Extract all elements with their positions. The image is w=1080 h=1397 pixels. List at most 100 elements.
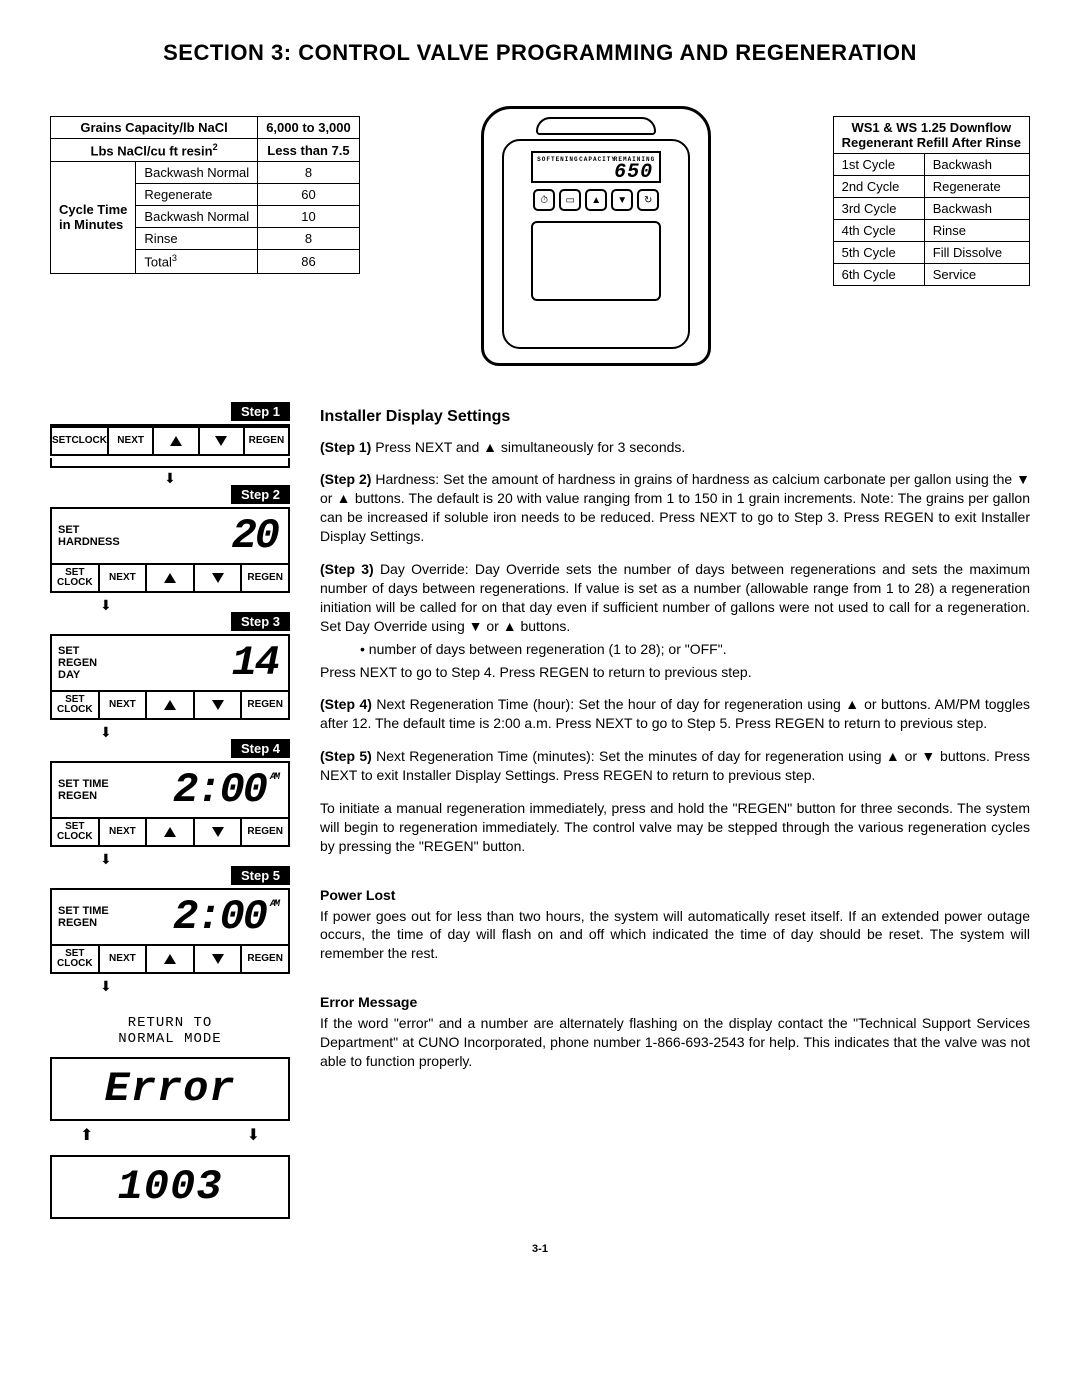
step3-text: Day Override: Day Override sets the numb… bbox=[320, 561, 1030, 634]
section-title: SECTION 3: CONTROL VALVE PROGRAMMING AND… bbox=[50, 40, 1030, 66]
step-buttons: SETCLOCKNEXT REGEN bbox=[52, 563, 288, 591]
step-tag: Step 2 bbox=[231, 485, 290, 504]
ct-2n: Backwash bbox=[924, 198, 1029, 220]
spec-r2c2: Less than 7.5 bbox=[258, 139, 360, 162]
ct-0n: Backwash bbox=[924, 154, 1029, 176]
step4-label: (Step 4) bbox=[320, 696, 372, 712]
btn-set-clock[interactable]: SETCLOCK bbox=[52, 692, 100, 718]
cycle-name-4-sup: 3 bbox=[172, 253, 177, 263]
installer-heading: Installer Display Settings bbox=[320, 406, 1030, 428]
btn-up[interactable] bbox=[147, 565, 195, 591]
step-lcd: SET TIMEREGEN2:00AM bbox=[52, 763, 288, 817]
return-text: RETURN TONORMAL MODE bbox=[50, 1015, 290, 1047]
step-lcd: SET TIMEREGEN2:00AM bbox=[52, 890, 288, 944]
step2-text: Hardness: Set the amount of hardness in … bbox=[320, 471, 1030, 544]
step-buttons: SETCLOCKNEXT REGEN bbox=[52, 690, 288, 718]
up-icon bbox=[170, 436, 182, 446]
rowgroup-l2: in Minutes bbox=[59, 217, 123, 232]
error-display: Error bbox=[50, 1057, 290, 1121]
ct-2c: 3rd Cycle bbox=[833, 198, 924, 220]
step-tag: Step 3 bbox=[231, 612, 290, 631]
cycle-name-1: Regenerate bbox=[136, 184, 258, 206]
ct-3c: 4th Cycle bbox=[833, 220, 924, 242]
btn-up[interactable] bbox=[147, 819, 195, 845]
ct-3n: Rinse bbox=[924, 220, 1029, 242]
btn-regen[interactable]: REGEN bbox=[245, 428, 288, 454]
power-lost-heading: Power Lost bbox=[320, 887, 395, 903]
cycle-name-4-txt: Total bbox=[144, 255, 171, 270]
ct-1c: 2nd Cycle bbox=[833, 176, 924, 198]
spec-r2c1: Lbs NaCl/cu ft resin2 bbox=[51, 139, 258, 162]
btn-set-clock[interactable]: SETCLOCK bbox=[52, 946, 100, 972]
step-lcd: SETREGENDAY14 bbox=[52, 636, 288, 690]
btn-down[interactable] bbox=[195, 565, 243, 591]
instructions-column: Installer Display Settings (Step 1) Pres… bbox=[320, 406, 1030, 1085]
btn-next[interactable]: NEXT bbox=[109, 428, 154, 454]
cycle-hdr-l2: Regenerant Refill After Rinse bbox=[842, 135, 1021, 150]
spec-r2c1-txt: Lbs NaCl/cu ft resin bbox=[91, 143, 213, 158]
step5-text: Next Regeneration Time (minutes): Set th… bbox=[320, 748, 1030, 783]
step3-after: Press NEXT to go to Step 4. Press REGEN … bbox=[320, 663, 1030, 682]
btn-next[interactable]: NEXT bbox=[100, 819, 148, 845]
btn-regen[interactable]: REGEN bbox=[242, 819, 288, 845]
lcd-softening: SOFTENING bbox=[537, 156, 578, 163]
btn-next[interactable]: NEXT bbox=[100, 946, 148, 972]
cycle-val-0: 8 bbox=[258, 162, 360, 184]
device-top bbox=[536, 117, 656, 135]
page-number: 3-1 bbox=[50, 1243, 1030, 1255]
down-icon bbox=[215, 436, 227, 446]
spec-r1c1: Grains Capacity/lb NaCl bbox=[51, 117, 258, 139]
error-code-display: 1003 bbox=[50, 1155, 290, 1219]
cycle-name-4: Total3 bbox=[136, 250, 258, 273]
cycle-table: WS1 & WS 1.25 Downflow Regenerant Refill… bbox=[833, 116, 1030, 286]
btn-next[interactable]: NEXT bbox=[100, 565, 148, 591]
btn-up[interactable] bbox=[147, 946, 195, 972]
btn-up[interactable] bbox=[154, 428, 199, 454]
steps-column: Step 1 SETCLOCK NEXT REGEN ⬇ Step 2SETHA… bbox=[50, 406, 290, 1223]
btn-down[interactable] bbox=[200, 428, 245, 454]
btn-set-clock[interactable]: SETCLOCK bbox=[52, 565, 100, 591]
step1-text: Press NEXT and ▲ simultaneously for 3 se… bbox=[371, 439, 685, 455]
btn-set-clock[interactable]: SETCLOCK bbox=[52, 428, 109, 454]
device-btn-next[interactable]: ▭ bbox=[559, 189, 581, 211]
device-btn-regen[interactable]: ↻ bbox=[637, 189, 659, 211]
rowgroup-l1: Cycle Time bbox=[59, 202, 127, 217]
error-arrows: ⬆⬇ bbox=[50, 1125, 290, 1145]
lcd-value: 650 bbox=[539, 161, 653, 184]
device-btn-up[interactable]: ▲ bbox=[585, 189, 607, 211]
btn-up[interactable] bbox=[147, 692, 195, 718]
step1-buttons: SETCLOCK NEXT REGEN bbox=[52, 426, 288, 454]
device-btn-clock[interactable]: ⏱ bbox=[533, 189, 555, 211]
cycle-name-0: Backwash Normal bbox=[136, 162, 258, 184]
step3-bullet: • number of days between regeneration (1… bbox=[360, 640, 1030, 659]
top-row: Grains Capacity/lb NaCl 6,000 to 3,000 L… bbox=[50, 116, 1030, 366]
step5-label: (Step 5) bbox=[320, 748, 372, 764]
error-msg-heading: Error Message bbox=[320, 994, 417, 1010]
btn-down[interactable] bbox=[195, 819, 243, 845]
btn-regen[interactable]: REGEN bbox=[242, 692, 288, 718]
step2-label: (Step 2) bbox=[320, 471, 371, 487]
cycle-table-header: WS1 & WS 1.25 Downflow Regenerant Refill… bbox=[833, 117, 1029, 154]
error-msg-text: If the word "error" and a number are alt… bbox=[320, 1014, 1030, 1071]
cycle-val-4: 86 bbox=[258, 250, 360, 273]
step3-label: (Step 3) bbox=[320, 561, 374, 577]
btn-regen[interactable]: REGEN bbox=[242, 946, 288, 972]
lcd-remaining: REMAINING bbox=[614, 156, 655, 163]
btn-down[interactable] bbox=[195, 692, 243, 718]
btn-down[interactable] bbox=[195, 946, 243, 972]
ct-4c: 5th Cycle bbox=[833, 242, 924, 264]
ct-5c: 6th Cycle bbox=[833, 264, 924, 286]
device-btn-down[interactable]: ▼ bbox=[611, 189, 633, 211]
lcd-capacity: CAPACITY bbox=[579, 156, 616, 163]
cycle-name-2: Backwash Normal bbox=[136, 206, 258, 228]
btn-set-clock[interactable]: SETCLOCK bbox=[52, 819, 100, 845]
btn-regen[interactable]: REGEN bbox=[242, 565, 288, 591]
btn-next[interactable]: NEXT bbox=[100, 692, 148, 718]
spec-r1c2: 6,000 to 3,000 bbox=[258, 117, 360, 139]
ct-0c: 1st Cycle bbox=[833, 154, 924, 176]
cycle-val-1: 60 bbox=[258, 184, 360, 206]
step-tag: Step 5 bbox=[231, 866, 290, 885]
power-lost-text: If power goes out for less than two hour… bbox=[320, 907, 1030, 964]
spec-rowgroup: Cycle Time in Minutes bbox=[51, 162, 136, 273]
ct-1n: Regenerate bbox=[924, 176, 1029, 198]
